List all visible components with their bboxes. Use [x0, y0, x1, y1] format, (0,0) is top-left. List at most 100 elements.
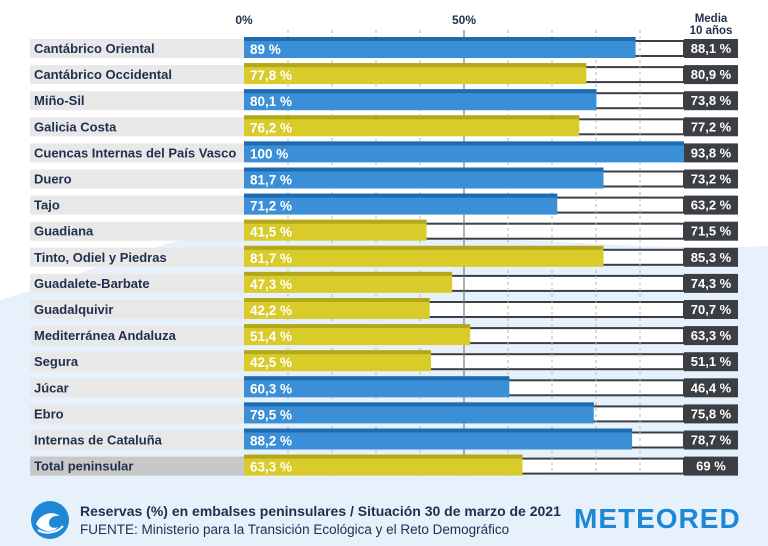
- data-label: 79,5 %: [250, 407, 292, 422]
- data-bar-top-shade: [244, 324, 471, 329]
- avg-box: [684, 221, 738, 241]
- category-label-bg: [30, 430, 244, 450]
- avg-label: 77,2 %: [691, 119, 732, 134]
- data-bar-top-shade: [244, 454, 523, 459]
- category-label: Tinto, Odiel y Piedras: [34, 250, 167, 265]
- category-label: Mediterránea Andaluza: [34, 328, 177, 343]
- avg-label: 75,8 %: [691, 406, 732, 421]
- wave-logo-icon: [31, 501, 69, 539]
- data-bar: [244, 350, 431, 372]
- x-tick-label: 50%: [452, 13, 476, 27]
- avg-label: 51,1 %: [691, 354, 732, 369]
- avg-label: 80,9 %: [691, 67, 732, 82]
- data-bar-top-shade: [244, 63, 587, 68]
- avg-box: [684, 273, 738, 293]
- category-label-bg: [30, 378, 244, 398]
- avg-box: [684, 404, 738, 424]
- data-bar: [244, 298, 430, 319]
- category-label-bg: [30, 91, 244, 111]
- category-label-bg: [30, 221, 244, 241]
- brand-logo: METEORED: [574, 503, 741, 534]
- avg-box: [684, 65, 738, 85]
- data-bar-top-shade: [244, 37, 636, 41]
- category-label-bg: [30, 300, 244, 319]
- category-label: Guadiana: [34, 224, 94, 239]
- data-bar-top-shade: [244, 350, 431, 355]
- avg-box: [684, 378, 738, 398]
- category-label: Segura: [34, 354, 79, 369]
- data-bar-top-shade: [244, 376, 510, 381]
- category-label-bg: [30, 352, 244, 372]
- data-bar-top-shade: [244, 219, 427, 224]
- category-label-bg: [30, 39, 244, 58]
- category-label-bg: [30, 195, 244, 215]
- data-label: 47,3 %: [250, 277, 292, 292]
- data-bar: [244, 245, 604, 267]
- data-bar: [244, 193, 558, 215]
- avg-box: [684, 91, 738, 111]
- data-bar: [244, 141, 684, 163]
- avg-label: 63,3 %: [691, 328, 732, 343]
- data-bar-top-shade: [244, 193, 558, 198]
- avg-box: [684, 326, 738, 346]
- avg-box: [684, 143, 738, 163]
- data-label: 89 %: [250, 42, 281, 57]
- data-label: 88,2 %: [250, 434, 292, 449]
- data-bar-top-shade: [244, 89, 597, 94]
- data-bar-top-shade: [244, 245, 604, 250]
- category-label: Tajo: [34, 198, 60, 213]
- data-bar: [244, 376, 510, 398]
- data-bar: [244, 167, 604, 189]
- avg-label: 46,4 %: [691, 380, 732, 395]
- avg-box: [684, 247, 738, 267]
- category-label: Internas de Cataluña: [34, 433, 163, 448]
- avg-box: [684, 117, 738, 137]
- category-label-bg: [30, 143, 244, 163]
- avg-header-line1: Media: [695, 13, 728, 25]
- x-tick-label: 0%: [235, 13, 253, 27]
- avg-box: [684, 169, 738, 189]
- category-label-bg: [30, 326, 244, 346]
- avg-box: [684, 430, 738, 450]
- data-bar: [244, 402, 594, 424]
- data-label: 76,2 %: [250, 120, 292, 135]
- data-label: 77,8 %: [250, 68, 292, 83]
- data-label: 60,3 %: [250, 381, 292, 396]
- data-bar: [244, 37, 636, 58]
- avg-header-line2: 10 años: [690, 25, 733, 37]
- data-bar-top-shade: [244, 298, 430, 302]
- avg-label: 78,7 %: [691, 433, 732, 448]
- avg-label: 73,8 %: [691, 93, 732, 108]
- avg-box: [684, 300, 738, 319]
- category-label: Cuencas Internas del País Vasco: [34, 145, 236, 160]
- avg-label: 88,1 %: [691, 41, 732, 56]
- avg-label: 93,8 %: [691, 145, 732, 160]
- category-label: Guadalquivir: [34, 302, 113, 317]
- avg-box: [684, 352, 738, 372]
- avg-label: 74,3 %: [691, 276, 732, 291]
- footer-source: FUENTE: Ministerio para la Transición Ec…: [80, 522, 510, 537]
- category-label: Miño-Sil: [34, 93, 85, 108]
- data-bar: [244, 219, 427, 241]
- data-bar-top-shade: [244, 271, 453, 276]
- category-label-bg: [30, 247, 244, 267]
- data-bar-top-shade: [244, 402, 594, 407]
- avg-label: 69 %: [696, 459, 726, 474]
- category-label: Júcar: [34, 380, 69, 395]
- avg-label: 73,2 %: [691, 172, 732, 187]
- data-label: 42,2 %: [250, 303, 292, 318]
- data-label: 81,7 %: [250, 251, 292, 266]
- data-bar: [244, 89, 597, 111]
- data-bar: [244, 428, 633, 450]
- category-label: Total peninsular: [34, 459, 133, 474]
- data-label: 63,3 %: [250, 460, 292, 475]
- data-label: 100 %: [250, 146, 288, 161]
- avg-label: 71,5 %: [691, 224, 732, 239]
- category-label: Duero: [34, 172, 72, 187]
- data-bar: [244, 63, 587, 85]
- category-label-bg: [30, 117, 244, 137]
- footer-title: Reservas (%) en embalses peninsulares / …: [80, 503, 561, 519]
- avg-label: 63,2 %: [691, 198, 732, 213]
- category-label: Cantábrico Oriental: [34, 41, 155, 56]
